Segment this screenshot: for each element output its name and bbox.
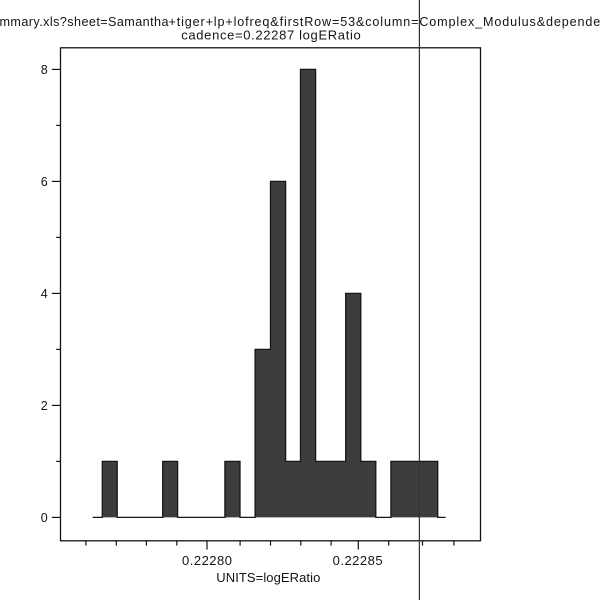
svg-text:0: 0 [41, 511, 48, 525]
svg-text:cadence=0.22287 logERatio: cadence=0.22287 logERatio [181, 27, 361, 42]
svg-text:0.22280: 0.22280 [182, 553, 232, 568]
svg-text:6: 6 [41, 175, 48, 189]
svg-text:2: 2 [41, 399, 48, 413]
svg-text:+tiger+lp+lofreq&firstRow=53&c: +tiger+lp+lofreq&firstRow=53&column=Comp… [169, 15, 600, 29]
svg-text:mmary.xls?sheet=Samantha: mmary.xls?sheet=Samantha [0, 15, 169, 29]
svg-text:8: 8 [41, 63, 48, 77]
svg-text:0.22285: 0.22285 [333, 553, 383, 568]
svg-text:4: 4 [41, 287, 48, 301]
svg-text:UNITS=logERatio: UNITS=logERatio [216, 570, 320, 585]
